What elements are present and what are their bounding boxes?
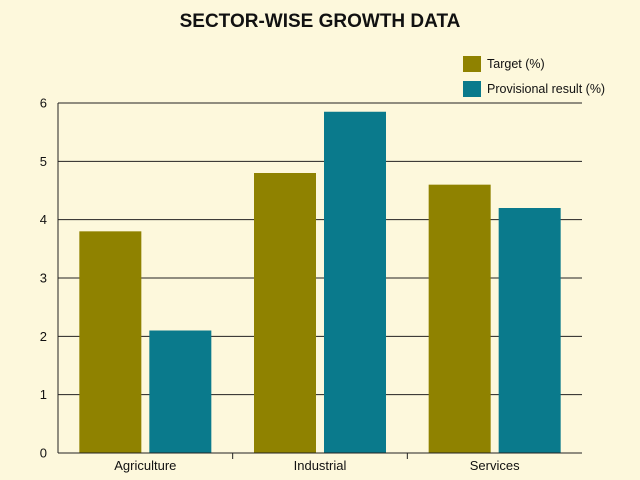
legend-item-target: Target (%) xyxy=(463,56,545,72)
legend-swatch-provisional-result xyxy=(463,81,481,97)
y-tick-label-2: 2 xyxy=(40,329,47,344)
chart-title: SECTOR-WISE GROWTH DATA xyxy=(180,11,461,32)
y-tick-label-6: 6 xyxy=(40,96,47,111)
y-tick-label-5: 5 xyxy=(40,154,47,169)
legend-label-provisional-result: Provisional result (%) xyxy=(487,82,605,96)
x-tick-label-industrial: Industrial xyxy=(294,458,347,473)
bar-services-provisional-result xyxy=(498,208,561,453)
legend: Target (%) Provisional result (%) xyxy=(463,56,605,97)
axes xyxy=(57,103,582,454)
bar-services-target xyxy=(428,184,491,453)
legend-item-provisional-result: Provisional result (%) xyxy=(463,81,605,97)
bars xyxy=(79,111,561,453)
y-tick-label-3: 3 xyxy=(40,271,47,286)
bar-agriculture-target xyxy=(79,231,142,453)
bar-industrial-target xyxy=(254,173,316,453)
bar-industrial-provisional-result xyxy=(324,111,386,453)
y-tick-label-4: 4 xyxy=(40,212,47,227)
grid xyxy=(58,102,582,396)
legend-label-target: Target (%) xyxy=(487,57,545,71)
bar-agriculture-provisional-result xyxy=(149,330,212,453)
x-tick-label-services: Services xyxy=(470,458,520,473)
x-tick-label-agriculture: Agriculture xyxy=(114,458,176,473)
y-tick-label-1: 1 xyxy=(40,387,47,402)
legend-swatch-target xyxy=(463,56,481,72)
y-tick-label-0: 0 xyxy=(40,446,47,461)
x-axis-ticks: Agriculture Industrial Services xyxy=(114,453,520,473)
y-axis-ticks: 0 1 2 3 4 5 6 xyxy=(40,96,47,461)
